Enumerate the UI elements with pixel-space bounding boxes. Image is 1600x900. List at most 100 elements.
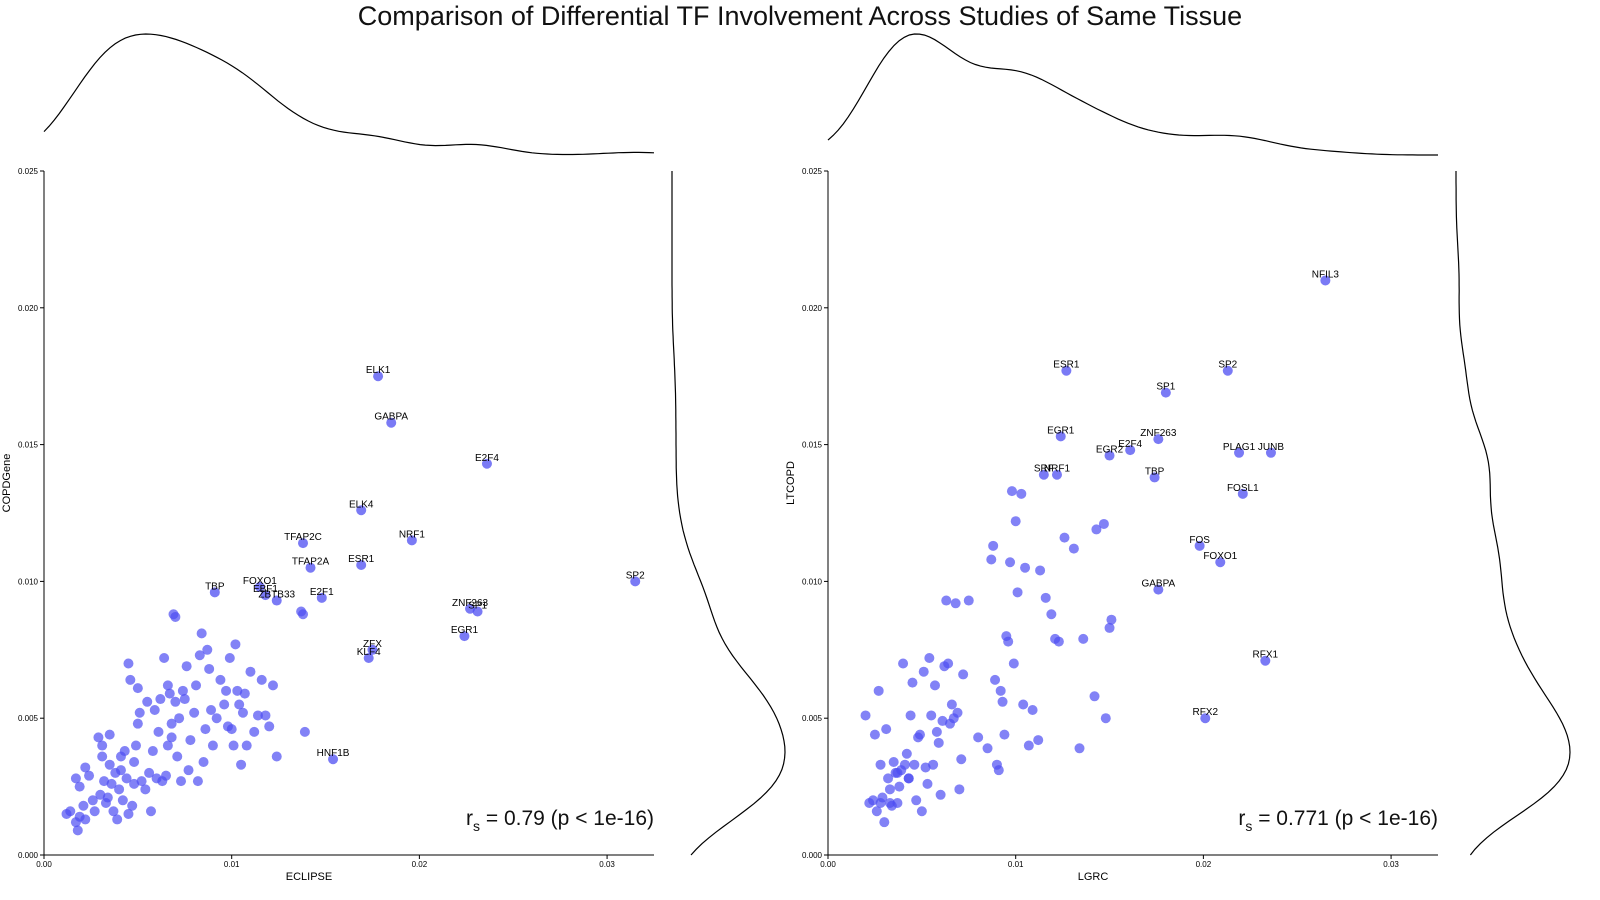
scatter-point-rfx2 bbox=[1200, 713, 1211, 724]
scatter-point bbox=[1035, 565, 1046, 576]
point-label-sp1: SP1 bbox=[468, 600, 487, 611]
scatter-point bbox=[873, 685, 884, 696]
scatter-point bbox=[935, 789, 946, 800]
y-marginal-density bbox=[1455, 171, 1571, 856]
scatter-point bbox=[1006, 486, 1017, 497]
x-tick-label: 0.01 bbox=[1008, 860, 1024, 869]
point-label-srf: SRF bbox=[1034, 464, 1054, 475]
scatter-point bbox=[136, 776, 147, 787]
scatter-point bbox=[920, 762, 931, 773]
scatter-point bbox=[104, 759, 115, 770]
scatter-point bbox=[170, 696, 181, 707]
scatter-point bbox=[911, 795, 922, 806]
scatter-point bbox=[1074, 743, 1085, 754]
scatter-point bbox=[892, 798, 903, 809]
y-tick-label: 0.020 bbox=[802, 304, 823, 313]
correlation-annotation: rs = 0.79 (p < 1e-16) bbox=[466, 807, 654, 834]
scatter-point bbox=[1016, 488, 1027, 499]
scatter-point bbox=[65, 806, 76, 817]
scatter-point-fosl1 bbox=[1237, 488, 1248, 499]
scatter-point bbox=[937, 715, 948, 726]
scatter-point bbox=[162, 680, 173, 691]
scatter-point bbox=[928, 759, 939, 770]
y-tick-label: 0.015 bbox=[802, 441, 823, 450]
scatter-point-tfap2c bbox=[298, 538, 309, 549]
scatter-point bbox=[119, 746, 130, 757]
scatter-point bbox=[161, 770, 171, 781]
point-label-nfil3: NFIL3 bbox=[1312, 269, 1340, 280]
scatter-point bbox=[127, 800, 138, 811]
scatter-point bbox=[117, 795, 128, 806]
y-marginal-density bbox=[671, 171, 786, 856]
x-tick-label: 0.00 bbox=[36, 860, 52, 869]
scatter-point-e2f4 bbox=[481, 458, 492, 469]
point-label-sp2: SP2 bbox=[1218, 360, 1237, 371]
scatter-point bbox=[914, 729, 925, 740]
scatter-point-nfil3 bbox=[1320, 275, 1331, 286]
point-label-hnf1b: HNF1B bbox=[317, 748, 350, 759]
scatter-point bbox=[916, 806, 927, 817]
point-label-znf263: ZNF263 bbox=[1140, 428, 1177, 439]
scatter-point bbox=[922, 778, 933, 789]
point-label-egr1: EGR1 bbox=[451, 625, 479, 636]
y-tick-label: 0.000 bbox=[18, 851, 39, 860]
scatter-point bbox=[1091, 524, 1102, 535]
scatter-point bbox=[125, 674, 136, 685]
scatter-point-srf bbox=[1038, 469, 1049, 480]
scatter-point-tbp bbox=[209, 587, 220, 598]
scatter-point bbox=[192, 776, 203, 787]
scatter-point bbox=[999, 729, 1010, 740]
scatter-point bbox=[952, 707, 963, 718]
scatter-point bbox=[958, 669, 969, 680]
y-tick-label: 0.010 bbox=[18, 577, 39, 586]
scatter-point bbox=[172, 751, 183, 762]
scatter-point bbox=[72, 825, 83, 836]
scatter-point bbox=[296, 606, 307, 617]
scatter-point bbox=[108, 806, 119, 817]
scatter-point bbox=[189, 707, 200, 718]
scatter-point bbox=[946, 699, 957, 710]
point-label-plag1: PLAG1 bbox=[1223, 442, 1256, 453]
scatter-point-nrf1 bbox=[406, 535, 417, 546]
y-tick-label: 0.025 bbox=[802, 167, 823, 176]
scatter-point-zfx bbox=[367, 644, 378, 655]
point-label-foxo1: FOXO1 bbox=[1203, 551, 1237, 562]
scatter-point-rfx1 bbox=[1260, 655, 1271, 666]
x-tick-label: 0.03 bbox=[1383, 860, 1399, 869]
scatter-point bbox=[245, 666, 256, 677]
scatter-point-tfap2a bbox=[305, 562, 316, 573]
point-label-esr1: ESR1 bbox=[1053, 360, 1080, 371]
scatter-point bbox=[166, 718, 177, 729]
point-label-e2f4: E2F4 bbox=[1118, 439, 1142, 450]
scatter-point bbox=[232, 685, 243, 696]
y-axis-title: LTCOPD bbox=[785, 461, 797, 505]
scatter-point bbox=[271, 751, 282, 762]
scatter-point bbox=[1020, 562, 1031, 573]
scatter-point bbox=[1027, 704, 1038, 715]
scatter-point bbox=[260, 710, 271, 721]
scatter-point bbox=[221, 685, 232, 696]
scatter-point bbox=[147, 746, 158, 757]
scatter-point bbox=[149, 704, 160, 715]
scatter-point-znf263 bbox=[1153, 434, 1164, 445]
y-tick-label: 0.010 bbox=[802, 577, 823, 586]
scatter-point bbox=[860, 710, 871, 721]
point-label-zbtb33: ZBTB33 bbox=[258, 590, 295, 601]
scatter-point bbox=[104, 729, 115, 740]
scatter-point bbox=[1010, 516, 1021, 527]
scatter-point bbox=[982, 743, 993, 754]
point-label-e2f4: E2F4 bbox=[475, 453, 499, 464]
scatter-point bbox=[99, 776, 110, 787]
point-label-rfx1: RFX1 bbox=[1253, 650, 1279, 661]
scatter-point-zbtb33 bbox=[271, 595, 282, 606]
point-label-tfap2a: TFAP2A bbox=[292, 557, 330, 568]
y-tick-label: 0.005 bbox=[802, 714, 823, 723]
scatter-point-sp1 bbox=[472, 606, 483, 617]
scatter-point bbox=[929, 680, 940, 691]
scatter-point-plag1 bbox=[1234, 447, 1245, 458]
scatter-point bbox=[207, 740, 218, 751]
point-label-esr1: ESR1 bbox=[348, 554, 375, 565]
scatter-point bbox=[993, 765, 1004, 776]
scatter-point-tbp bbox=[1149, 472, 1160, 483]
scatter-point bbox=[1023, 740, 1034, 751]
